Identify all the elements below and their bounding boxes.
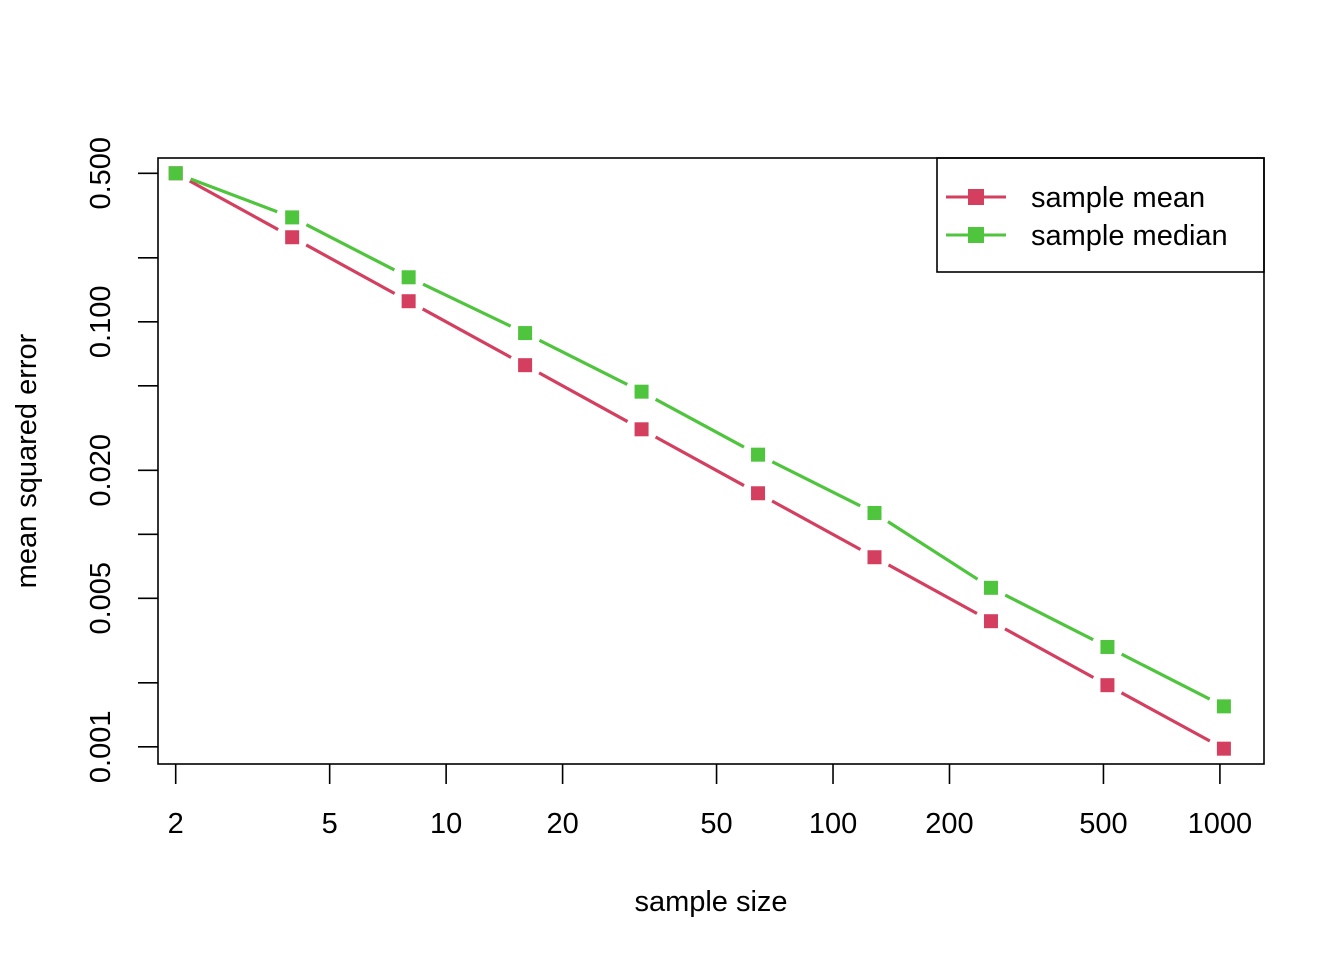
- sample-mean-point-128: [867, 550, 882, 565]
- sample-mean-point-8: [401, 294, 416, 309]
- x-axis: 2 5 10 20 50 100 200 500 1000: [168, 764, 1253, 840]
- plot-lines: [188, 177, 1211, 743]
- sample-median-segment: [887, 520, 979, 581]
- y-axis: 0.001 0.005 0.020 0.100 0.500: [85, 137, 158, 783]
- sample-median-point-2: [168, 166, 183, 181]
- sample-mean-point-256: [983, 614, 998, 629]
- sample-median-point-512: [1100, 639, 1115, 654]
- sample-median-point-8: [401, 270, 416, 285]
- sample-median-segment: [771, 460, 861, 508]
- x-tick-label-10: 10: [430, 808, 462, 840]
- plot-frame: [157, 157, 1265, 765]
- sample-mean-segment: [305, 243, 396, 295]
- legend-label-sample-median: sample median: [1031, 220, 1228, 252]
- sample-mean-point-64: [751, 486, 766, 501]
- y-tick-label-0-001: 0.001: [85, 711, 117, 784]
- sample-median-point-64: [751, 447, 766, 462]
- y-axis-title: mean squared error: [11, 333, 43, 588]
- sample-median-segment: [654, 397, 745, 449]
- sample-mean-point-32: [634, 422, 649, 437]
- sample-median-point-256: [983, 580, 998, 595]
- sample-median-point-128: [867, 505, 882, 520]
- sample-mean-segment: [1120, 691, 1211, 743]
- plot-points: [168, 166, 1231, 756]
- x-tick-label-100: 100: [809, 808, 857, 840]
- sample-median-segment: [190, 177, 278, 214]
- sample-mean-point-512: [1100, 678, 1115, 693]
- sample-median-point-16: [518, 326, 533, 341]
- sample-mean-point-16: [518, 358, 533, 373]
- sample-mean-segment: [654, 435, 745, 487]
- y-tick-label-0-1: 0.100: [85, 286, 117, 359]
- sample-median-segment: [1120, 652, 1211, 701]
- x-axis-title: sample size: [634, 886, 787, 918]
- sample-median-segment: [538, 338, 628, 386]
- legend: sample mean sample median: [936, 157, 1265, 273]
- y-tick-label-0-02: 0.020: [85, 434, 117, 507]
- x-tick-label-50: 50: [700, 808, 732, 840]
- x-tick-label-1000: 1000: [1188, 808, 1253, 840]
- y-tick-label-0-5: 0.500: [85, 137, 117, 210]
- legend-box: [936, 157, 1265, 273]
- sample-median-segment: [305, 223, 396, 272]
- sample-median-segment: [422, 282, 512, 328]
- x-tick-label-500: 500: [1079, 808, 1127, 840]
- x-tick-label-200: 200: [925, 808, 973, 840]
- legend-marker-sample-median: [968, 227, 984, 243]
- x-tick-label-2: 2: [168, 808, 184, 840]
- sample-mean-segment: [771, 499, 862, 551]
- legend-marker-sample-mean: [968, 189, 984, 205]
- sample-mean-segment: [538, 371, 629, 423]
- sample-median-point-32: [634, 384, 649, 399]
- sample-mean-point-1024: [1216, 741, 1231, 756]
- sample-median-point-4: [285, 210, 300, 225]
- sample-mean-segment: [1004, 627, 1095, 679]
- sample-mean-segment: [887, 563, 978, 615]
- sample-mean-segment: [188, 179, 279, 231]
- x-tick-label-5: 5: [322, 808, 338, 840]
- sample-median-point-1024: [1216, 699, 1231, 714]
- sample-mean-point-4: [285, 230, 300, 245]
- y-tick-label-0-005: 0.005: [85, 562, 117, 635]
- legend-label-sample-mean: sample mean: [1031, 182, 1205, 214]
- x-tick-label-20: 20: [546, 808, 578, 840]
- sample-median-segment: [1004, 593, 1094, 642]
- sample-mean-segment: [421, 307, 512, 359]
